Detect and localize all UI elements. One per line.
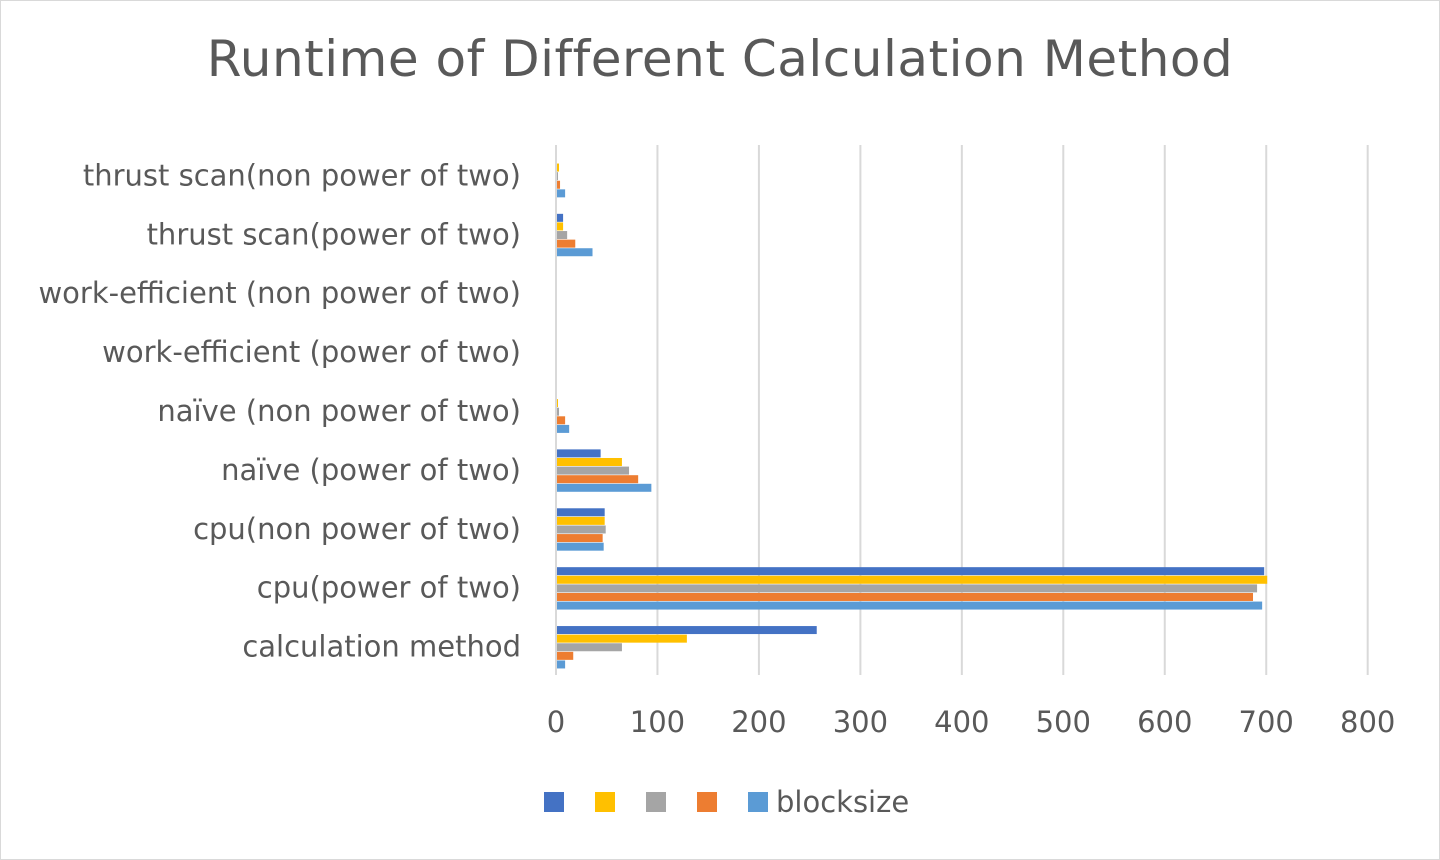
bar	[557, 163, 560, 172]
legend-item	[697, 792, 717, 812]
x-tick-label: 500	[1036, 705, 1091, 739]
category-label: work-efficient (non power of two)	[38, 276, 521, 310]
category-label: naïve (power of two)	[221, 453, 521, 487]
bar	[557, 651, 574, 660]
bar	[557, 516, 605, 525]
bar	[557, 542, 604, 551]
bar	[557, 626, 817, 635]
bar	[557, 643, 622, 652]
legend-item: blocksize	[748, 785, 909, 819]
legend-swatch	[646, 792, 666, 812]
bar	[557, 407, 560, 416]
category-label: thrust scan(power of two)	[147, 217, 521, 251]
chart-legend: blocksize	[544, 783, 909, 821]
category-label: cpu(power of two)	[257, 571, 521, 605]
bar	[557, 601, 1263, 610]
x-tick-label: 100	[630, 705, 685, 739]
bar	[557, 189, 566, 198]
bar	[557, 534, 603, 543]
bar	[557, 575, 1268, 584]
bar	[557, 660, 566, 669]
bar	[557, 634, 687, 643]
legend-swatch	[697, 792, 717, 812]
bar	[557, 213, 564, 222]
category-label: cpu(non power of two)	[193, 512, 521, 546]
bar	[557, 592, 1254, 601]
bar	[557, 172, 559, 181]
bar	[557, 239, 576, 248]
bar	[557, 222, 564, 231]
category-label: naïve (non power of two)	[157, 394, 521, 428]
category-label: calculation method	[242, 630, 521, 664]
legend-item	[595, 792, 615, 812]
bar	[557, 584, 1258, 593]
legend-swatch	[595, 792, 615, 812]
bar	[557, 475, 639, 484]
category-label: thrust scan(non power of two)	[83, 158, 521, 192]
bar	[557, 416, 566, 425]
chart-title: Runtime of Different Calculation Method	[206, 30, 1234, 88]
bar	[557, 525, 606, 534]
legend-swatch	[544, 792, 564, 812]
category-label: work-efficient (power of two)	[102, 335, 521, 369]
bar	[557, 248, 593, 257]
legend-item	[646, 792, 666, 812]
bar	[557, 399, 559, 408]
bar	[557, 466, 630, 475]
x-tick-label: 700	[1239, 705, 1294, 739]
bar	[557, 424, 570, 433]
x-tick-label: 300	[833, 705, 888, 739]
x-tick-label: 600	[1137, 705, 1192, 739]
bar	[557, 449, 601, 458]
x-tick-label: 0	[547, 705, 565, 739]
legend-label: blocksize	[776, 785, 910, 819]
legend-item	[544, 792, 564, 812]
x-tick-label: 400	[934, 705, 989, 739]
legend-swatch	[748, 792, 768, 812]
bar	[557, 508, 605, 517]
bar	[557, 231, 568, 240]
x-tick-label: 800	[1340, 705, 1395, 739]
bar	[557, 483, 652, 492]
x-tick-label: 200	[731, 705, 786, 739]
bar	[557, 567, 1265, 576]
bar	[557, 457, 622, 466]
bar	[557, 180, 561, 189]
